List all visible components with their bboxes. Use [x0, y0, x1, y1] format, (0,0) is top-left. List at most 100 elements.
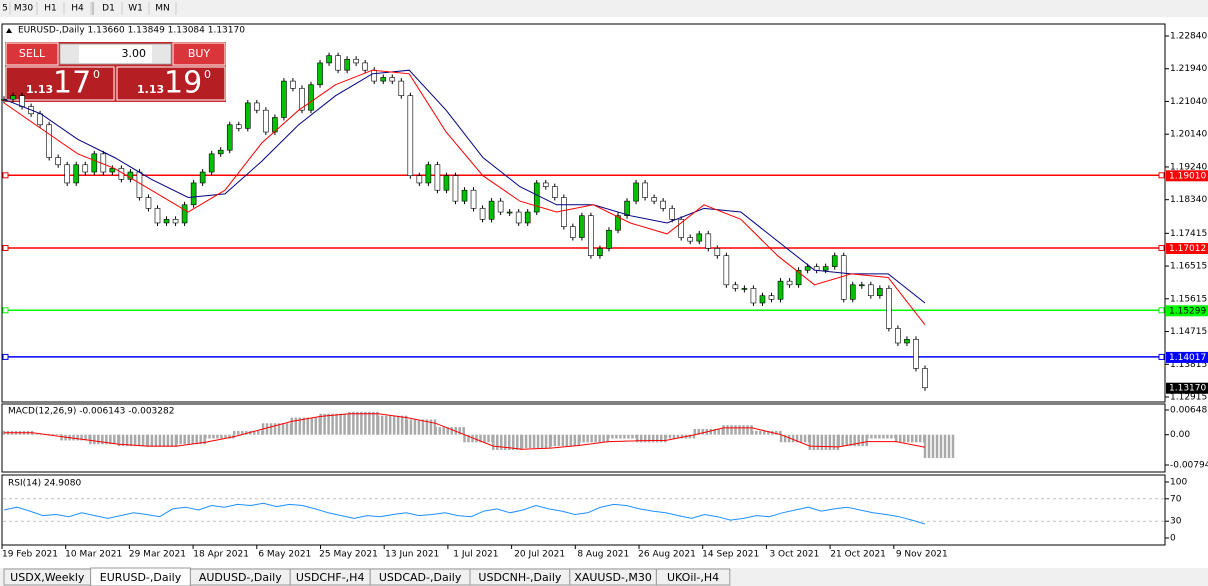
level-handle[interactable]	[2, 307, 9, 314]
candle	[461, 189, 468, 202]
candle	[868, 284, 874, 297]
lot-up[interactable]	[152, 45, 170, 63]
candle	[768, 295, 775, 300]
lot-down[interactable]	[61, 45, 79, 63]
candle	[732, 284, 739, 289]
rsi-line	[3, 502, 926, 525]
level-handle[interactable]	[1158, 244, 1165, 251]
y-tick-label: 1.15615	[1170, 294, 1207, 304]
tab-label: UKOil-,H4	[667, 571, 719, 584]
candle	[136, 171, 143, 198]
timeframe-button[interactable]: H1	[44, 4, 57, 14]
x-tick-label: 29 Mar 2021	[129, 550, 186, 560]
buy-button[interactable]	[172, 42, 226, 66]
tab[interactable]	[655, 568, 731, 586]
buy-price-box[interactable]	[116, 66, 226, 101]
y-tick-label: 100	[1170, 478, 1187, 488]
y-tick-label: 1.21940	[1170, 64, 1207, 74]
candle	[687, 237, 694, 242]
candle	[624, 200, 630, 216]
y-tick-label: 1.12915	[1170, 393, 1207, 403]
y-tick-label: 0.00	[1170, 430, 1190, 440]
level-handle[interactable]	[2, 172, 9, 179]
candle	[299, 88, 305, 111]
x-tick-label: 21 Oct 2021	[830, 550, 886, 560]
tab-label: USDCAD-,Daily	[379, 571, 462, 584]
timeframe-button[interactable]: 5	[2, 4, 8, 14]
candle	[109, 168, 116, 173]
timeframe-button[interactable]: W1	[128, 4, 143, 14]
candle	[723, 255, 730, 286]
timeframe-button[interactable]: H4	[71, 4, 84, 14]
tab-label: USDCHF-,H4	[296, 571, 365, 584]
timeframe-button[interactable]: M30	[14, 4, 33, 14]
tab-label: XAUUSD-,M30	[574, 571, 652, 584]
level-handle[interactable]	[1158, 172, 1165, 179]
toolbar	[0, 0, 1208, 17]
x-tick-label: 13 Jun 2021	[385, 550, 439, 560]
candle	[190, 182, 197, 206]
candle	[822, 266, 829, 271]
y-tick-label: 1.21040	[1170, 97, 1207, 107]
buy-label: BUY	[188, 47, 211, 60]
candle	[380, 77, 387, 82]
timeframe-button[interactable]: D1	[102, 4, 115, 14]
candle	[678, 219, 685, 238]
sell-button[interactable]	[5, 42, 59, 66]
candle	[244, 102, 251, 129]
y-tick-label: 1.17415	[1170, 229, 1207, 239]
candle	[317, 62, 323, 86]
level-handle[interactable]	[2, 244, 9, 251]
macd-info: MACD(12,26,9) -0.006143 -0.003282	[8, 407, 174, 417]
sell-label: SELL	[19, 47, 46, 60]
candle	[795, 269, 802, 286]
candle	[452, 175, 459, 202]
lot-input[interactable]	[59, 43, 172, 65]
x-tick-label: 3 Oct 2021	[769, 550, 819, 560]
candle	[831, 255, 838, 267]
level-handle[interactable]	[2, 353, 9, 360]
candle	[741, 288, 748, 290]
candle	[705, 233, 712, 249]
level-tag	[1166, 170, 1208, 182]
candle	[362, 62, 368, 71]
candle	[37, 113, 43, 126]
sell-price-box[interactable]	[5, 66, 115, 101]
candle	[353, 58, 359, 64]
macd-signal	[4, 413, 926, 450]
candle	[615, 215, 621, 231]
candle	[326, 55, 332, 64]
y-tick-label: 1.18340	[1170, 195, 1207, 205]
candle	[660, 200, 666, 209]
candle	[714, 248, 721, 256]
timeframe-button[interactable]: MN	[155, 4, 170, 14]
y-tick-label: 70	[1170, 494, 1182, 504]
candle	[642, 182, 648, 198]
candle	[73, 164, 80, 184]
x-tick-label: 19 Feb 2021	[2, 550, 58, 560]
ma-slow	[3, 69, 926, 304]
candle	[443, 175, 450, 191]
tab-label: USDCNH-,Daily	[478, 571, 561, 584]
candle	[804, 266, 811, 271]
y-tick-label: 1.14715	[1170, 327, 1207, 337]
level-handle[interactable]	[1158, 307, 1165, 314]
y-tick-label: 0	[1170, 534, 1176, 544]
candle	[10, 95, 16, 100]
current-price-tag	[1166, 382, 1208, 394]
collapse-icon[interactable]	[6, 28, 12, 33]
candle	[46, 124, 52, 158]
level-handle[interactable]	[1158, 353, 1165, 360]
candle	[849, 284, 856, 300]
candle	[551, 186, 558, 198]
candle	[163, 219, 170, 224]
candle	[389, 77, 396, 82]
x-tick-label: 10 Mar 2021	[65, 550, 122, 560]
y-tick-label: 1.19240	[1170, 162, 1207, 172]
candle	[470, 189, 477, 209]
candle	[696, 233, 703, 242]
candle	[154, 208, 161, 224]
candle	[904, 339, 910, 344]
level-label: 1.17012	[1169, 244, 1206, 254]
x-tick-label: 20 Jul 2021	[514, 550, 565, 560]
